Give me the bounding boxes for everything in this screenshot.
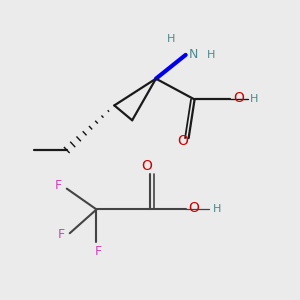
- Text: F: F: [57, 228, 64, 241]
- Text: O: O: [189, 201, 200, 215]
- Text: O: O: [142, 159, 152, 173]
- Text: H: H: [213, 204, 221, 214]
- Text: H: H: [167, 34, 175, 44]
- Text: O: O: [233, 91, 244, 105]
- Text: H: H: [207, 50, 215, 60]
- Text: O: O: [177, 134, 188, 148]
- Text: F: F: [54, 179, 61, 192]
- Text: H: H: [250, 94, 258, 104]
- Text: F: F: [94, 244, 101, 258]
- Text: N: N: [189, 48, 198, 62]
